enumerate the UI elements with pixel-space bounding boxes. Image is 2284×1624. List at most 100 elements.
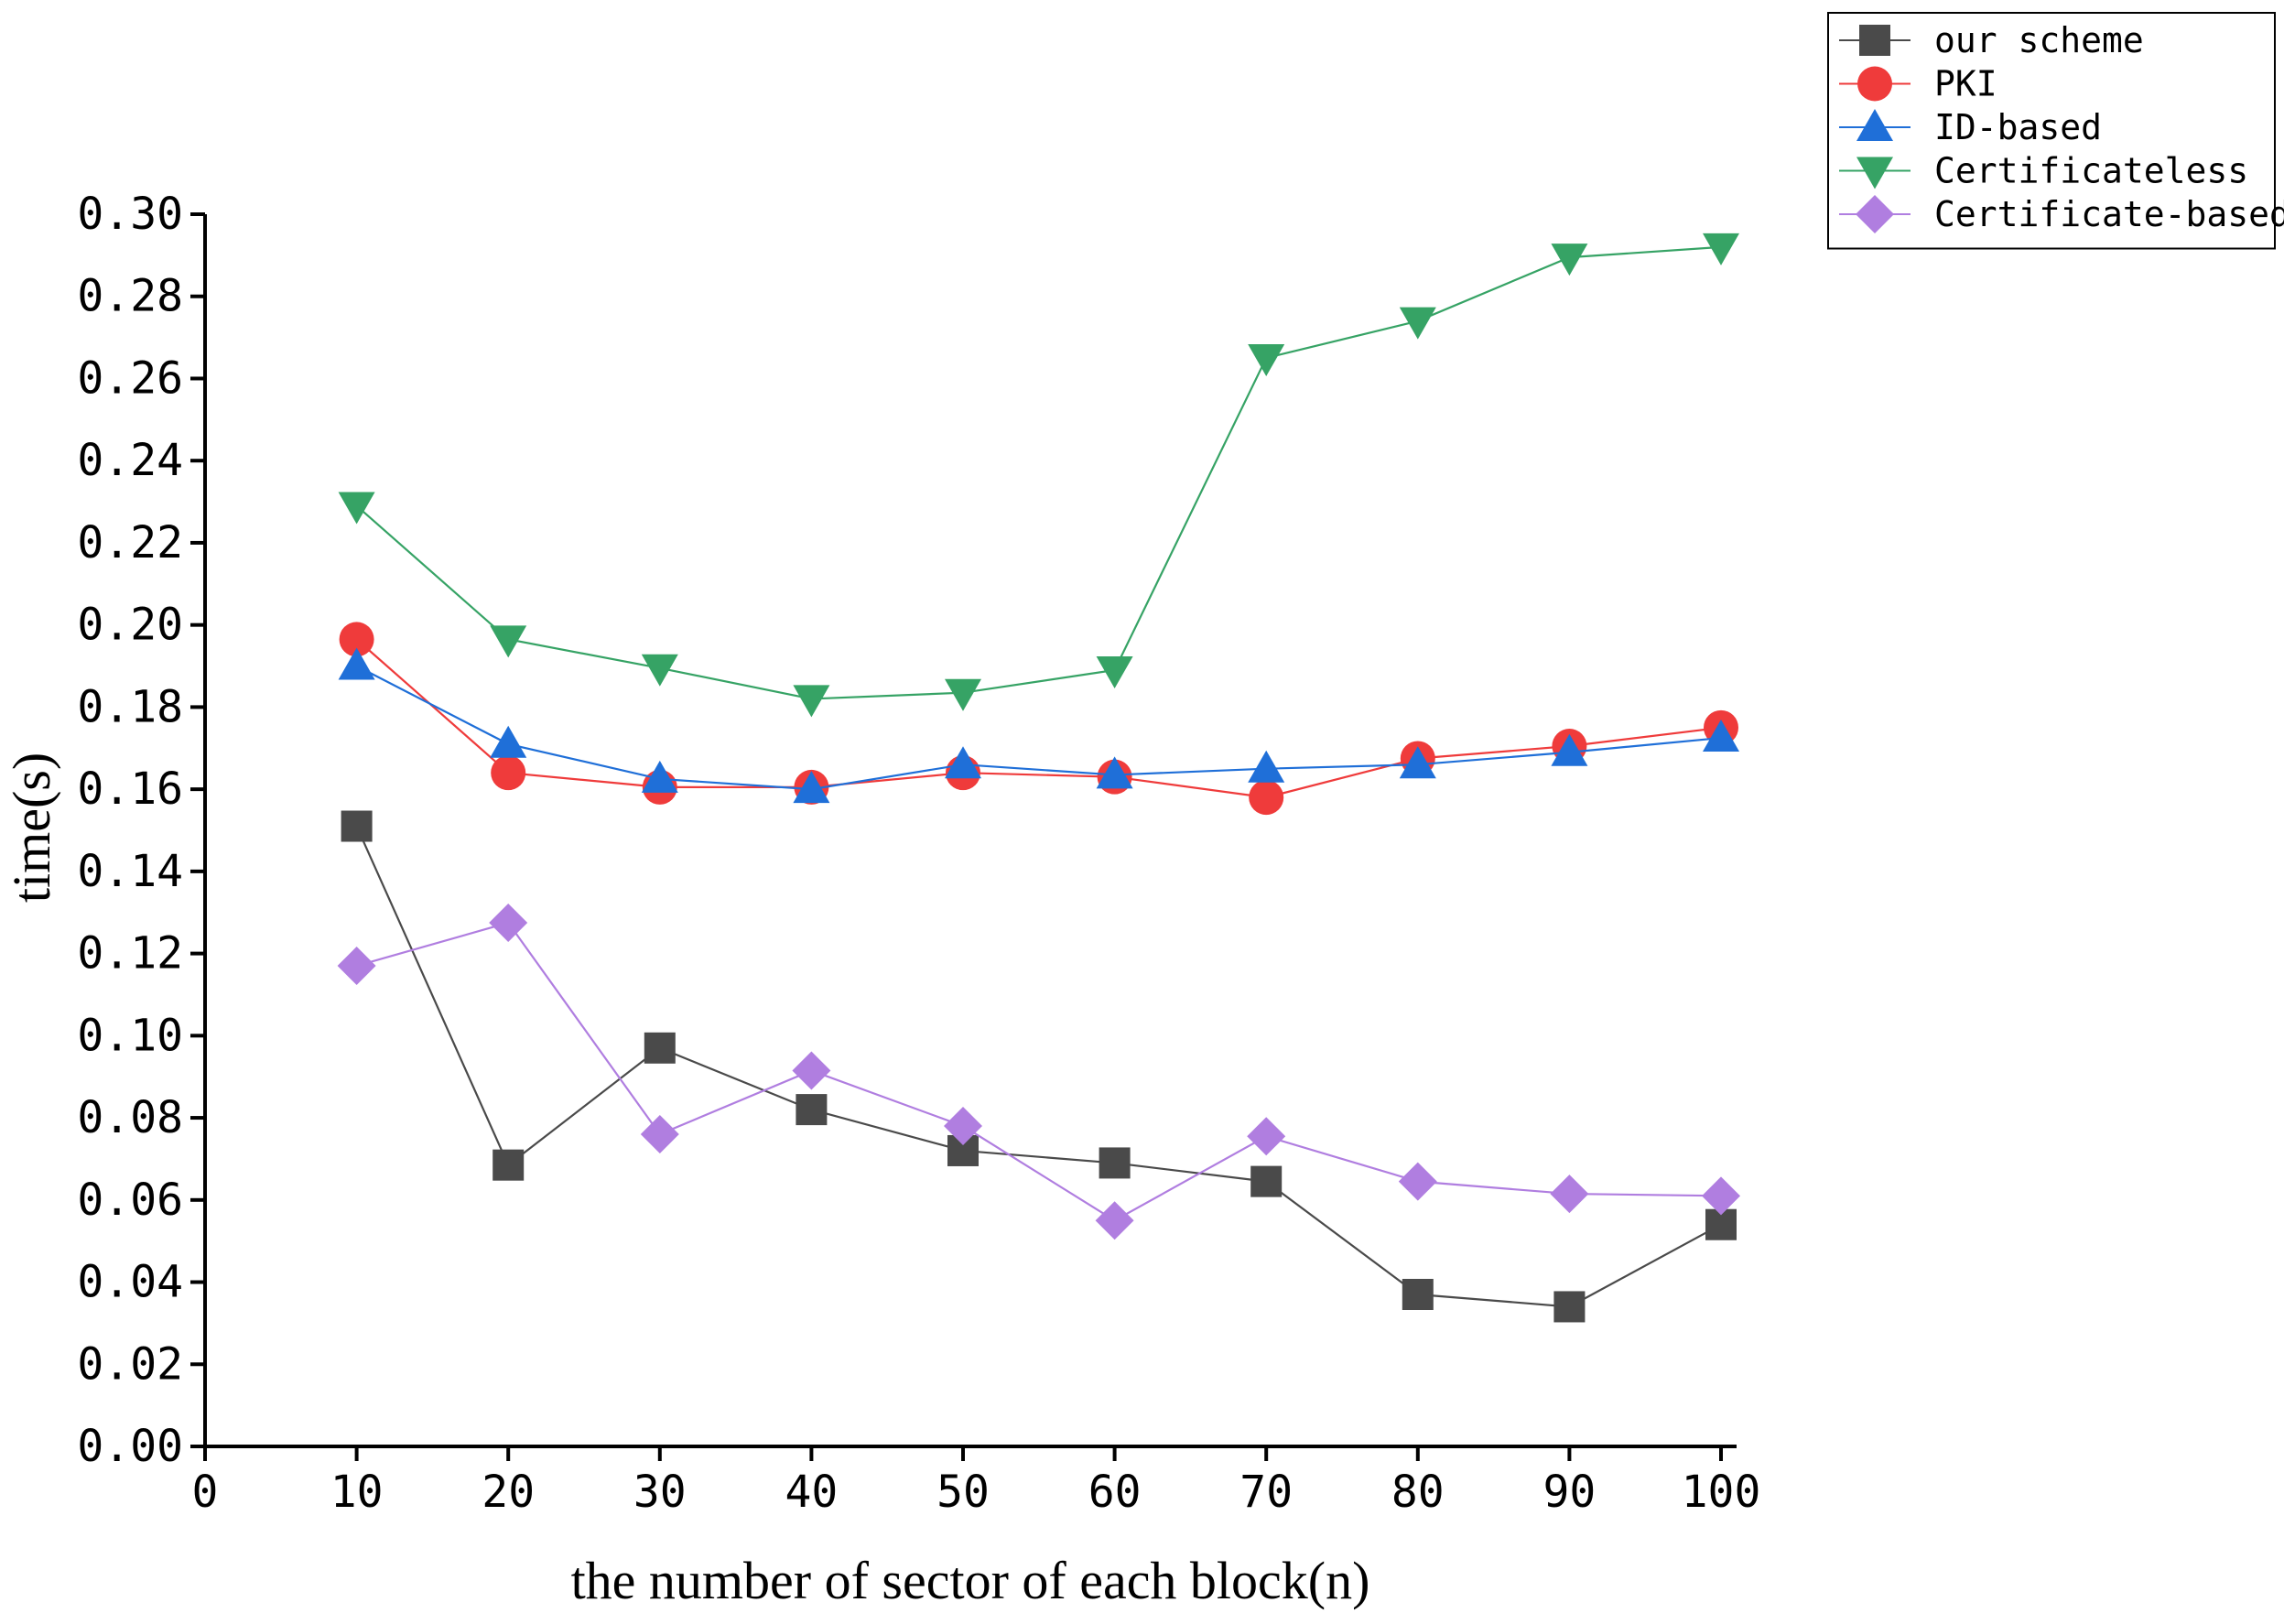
legend-label: our scheme — [1934, 20, 2144, 60]
data-point — [945, 746, 981, 779]
x-tick-label: 10 — [330, 1467, 384, 1518]
data-point — [1099, 1147, 1131, 1179]
y-tick-label: 0.14 — [77, 846, 183, 897]
data-point — [644, 1032, 676, 1064]
y-tick-label: 0.04 — [77, 1257, 183, 1308]
legend-label: Certificate-based — [1934, 194, 2284, 234]
data-point — [337, 947, 376, 986]
legend-label: Certificateless — [1934, 151, 2248, 191]
x-tick-label: 40 — [785, 1467, 839, 1518]
axes: 0.00 0.02 0.04 0.06 0.08 0.10 0.12 0.14 0.16 0.18… — [77, 189, 1760, 1518]
data-point — [793, 685, 830, 718]
x-tick-label: 100 — [1682, 1467, 1761, 1518]
data-point — [489, 903, 528, 942]
legend-label: PKI — [1934, 64, 1997, 104]
legend-item: ID-based — [1839, 107, 2102, 147]
data-point — [490, 625, 527, 658]
data-point — [338, 647, 375, 680]
data-point — [1702, 1176, 1740, 1216]
data-point — [641, 654, 678, 687]
data-point — [640, 1115, 679, 1154]
x-tick-label: 80 — [1391, 1467, 1445, 1518]
x-tick-label: 20 — [482, 1467, 535, 1518]
legend-marker — [1856, 157, 1893, 189]
data-point — [1250, 1165, 1283, 1197]
series-id-based — [338, 647, 1739, 804]
series-our-scheme — [341, 810, 1737, 1323]
data-point — [1703, 720, 1739, 752]
legend-item: Certificate-based — [1839, 194, 2284, 234]
data-point — [490, 725, 527, 758]
y-tick-label: 0.06 — [77, 1175, 183, 1226]
y-tick-label: 0.12 — [77, 928, 183, 980]
x-tick-label: 0 — [192, 1467, 219, 1518]
legend-item: PKI — [1839, 64, 1997, 104]
data-point — [338, 492, 375, 525]
data-point — [491, 755, 526, 791]
legend-item: our scheme — [1839, 20, 2144, 60]
y-tick-label: 0.26 — [77, 352, 183, 404]
legend-label: ID-based — [1934, 107, 2102, 147]
data-point — [1096, 756, 1133, 789]
series-line — [355, 826, 1722, 1308]
x-axis-title: the number of sector of each block(n) — [571, 1551, 1370, 1610]
data-point — [1248, 750, 1285, 783]
legend-box — [1827, 12, 2276, 250]
data-point — [1249, 780, 1284, 816]
x-tick-label: 70 — [1239, 1467, 1293, 1518]
y-tick-label: 0.08 — [77, 1092, 183, 1143]
series-certificate-based — [337, 903, 1740, 1240]
data-point — [493, 1149, 525, 1181]
y-tick-label: 0.16 — [77, 763, 183, 815]
data-point — [1095, 1201, 1134, 1240]
data-point — [1247, 1117, 1286, 1156]
legend-marker — [1859, 25, 1890, 56]
series-pki — [339, 622, 1738, 816]
plot-series — [337, 233, 1740, 1323]
y-tick-label: 0.18 — [77, 681, 183, 732]
series-line — [355, 638, 1722, 799]
data-point — [341, 810, 373, 842]
series-line — [355, 245, 1722, 700]
y-tick-label: 0.02 — [77, 1338, 183, 1390]
legend: our schemePKIID-basedCertificatelessCert… — [1827, 12, 2284, 250]
data-point — [1399, 746, 1436, 779]
legend-marker — [1856, 109, 1893, 141]
y-axis-title: time(s) — [2, 752, 61, 903]
data-point — [1553, 1291, 1586, 1323]
x-tick-label: 30 — [633, 1467, 687, 1518]
y-tick-label: 0.10 — [77, 1010, 183, 1061]
data-point — [945, 678, 981, 711]
legend-marker — [1857, 66, 1892, 102]
y-tick-label: 0.22 — [77, 517, 183, 568]
data-point — [1398, 1162, 1437, 1201]
data-point — [1096, 656, 1133, 689]
data-point — [796, 1094, 828, 1126]
data-point — [1551, 733, 1588, 766]
series-line — [356, 921, 1722, 1222]
y-tick-label: 0.00 — [77, 1421, 183, 1472]
data-point — [792, 1051, 831, 1090]
data-point — [793, 771, 830, 804]
series-line — [356, 665, 1722, 791]
data-point — [1703, 233, 1739, 265]
data-point — [1551, 244, 1588, 276]
data-point — [1399, 307, 1436, 340]
data-point — [1550, 1175, 1589, 1214]
y-tick-label: 0.28 — [77, 271, 183, 322]
x-tick-label: 60 — [1088, 1467, 1142, 1518]
data-point — [944, 1107, 982, 1146]
x-tick-label: 50 — [936, 1467, 990, 1518]
y-tick-label: 0.24 — [77, 435, 183, 486]
x-tick-label: 90 — [1543, 1467, 1597, 1518]
data-point — [641, 760, 678, 793]
y-tick-label: 0.20 — [77, 600, 183, 651]
legend-marker — [1856, 195, 1894, 233]
legend-item: Certificateless — [1839, 151, 2248, 191]
series-certificateless — [338, 233, 1739, 718]
data-point — [1248, 344, 1285, 377]
data-point — [1402, 1278, 1434, 1310]
data-point — [339, 622, 374, 657]
y-tick-label: 0.30 — [77, 189, 183, 240]
